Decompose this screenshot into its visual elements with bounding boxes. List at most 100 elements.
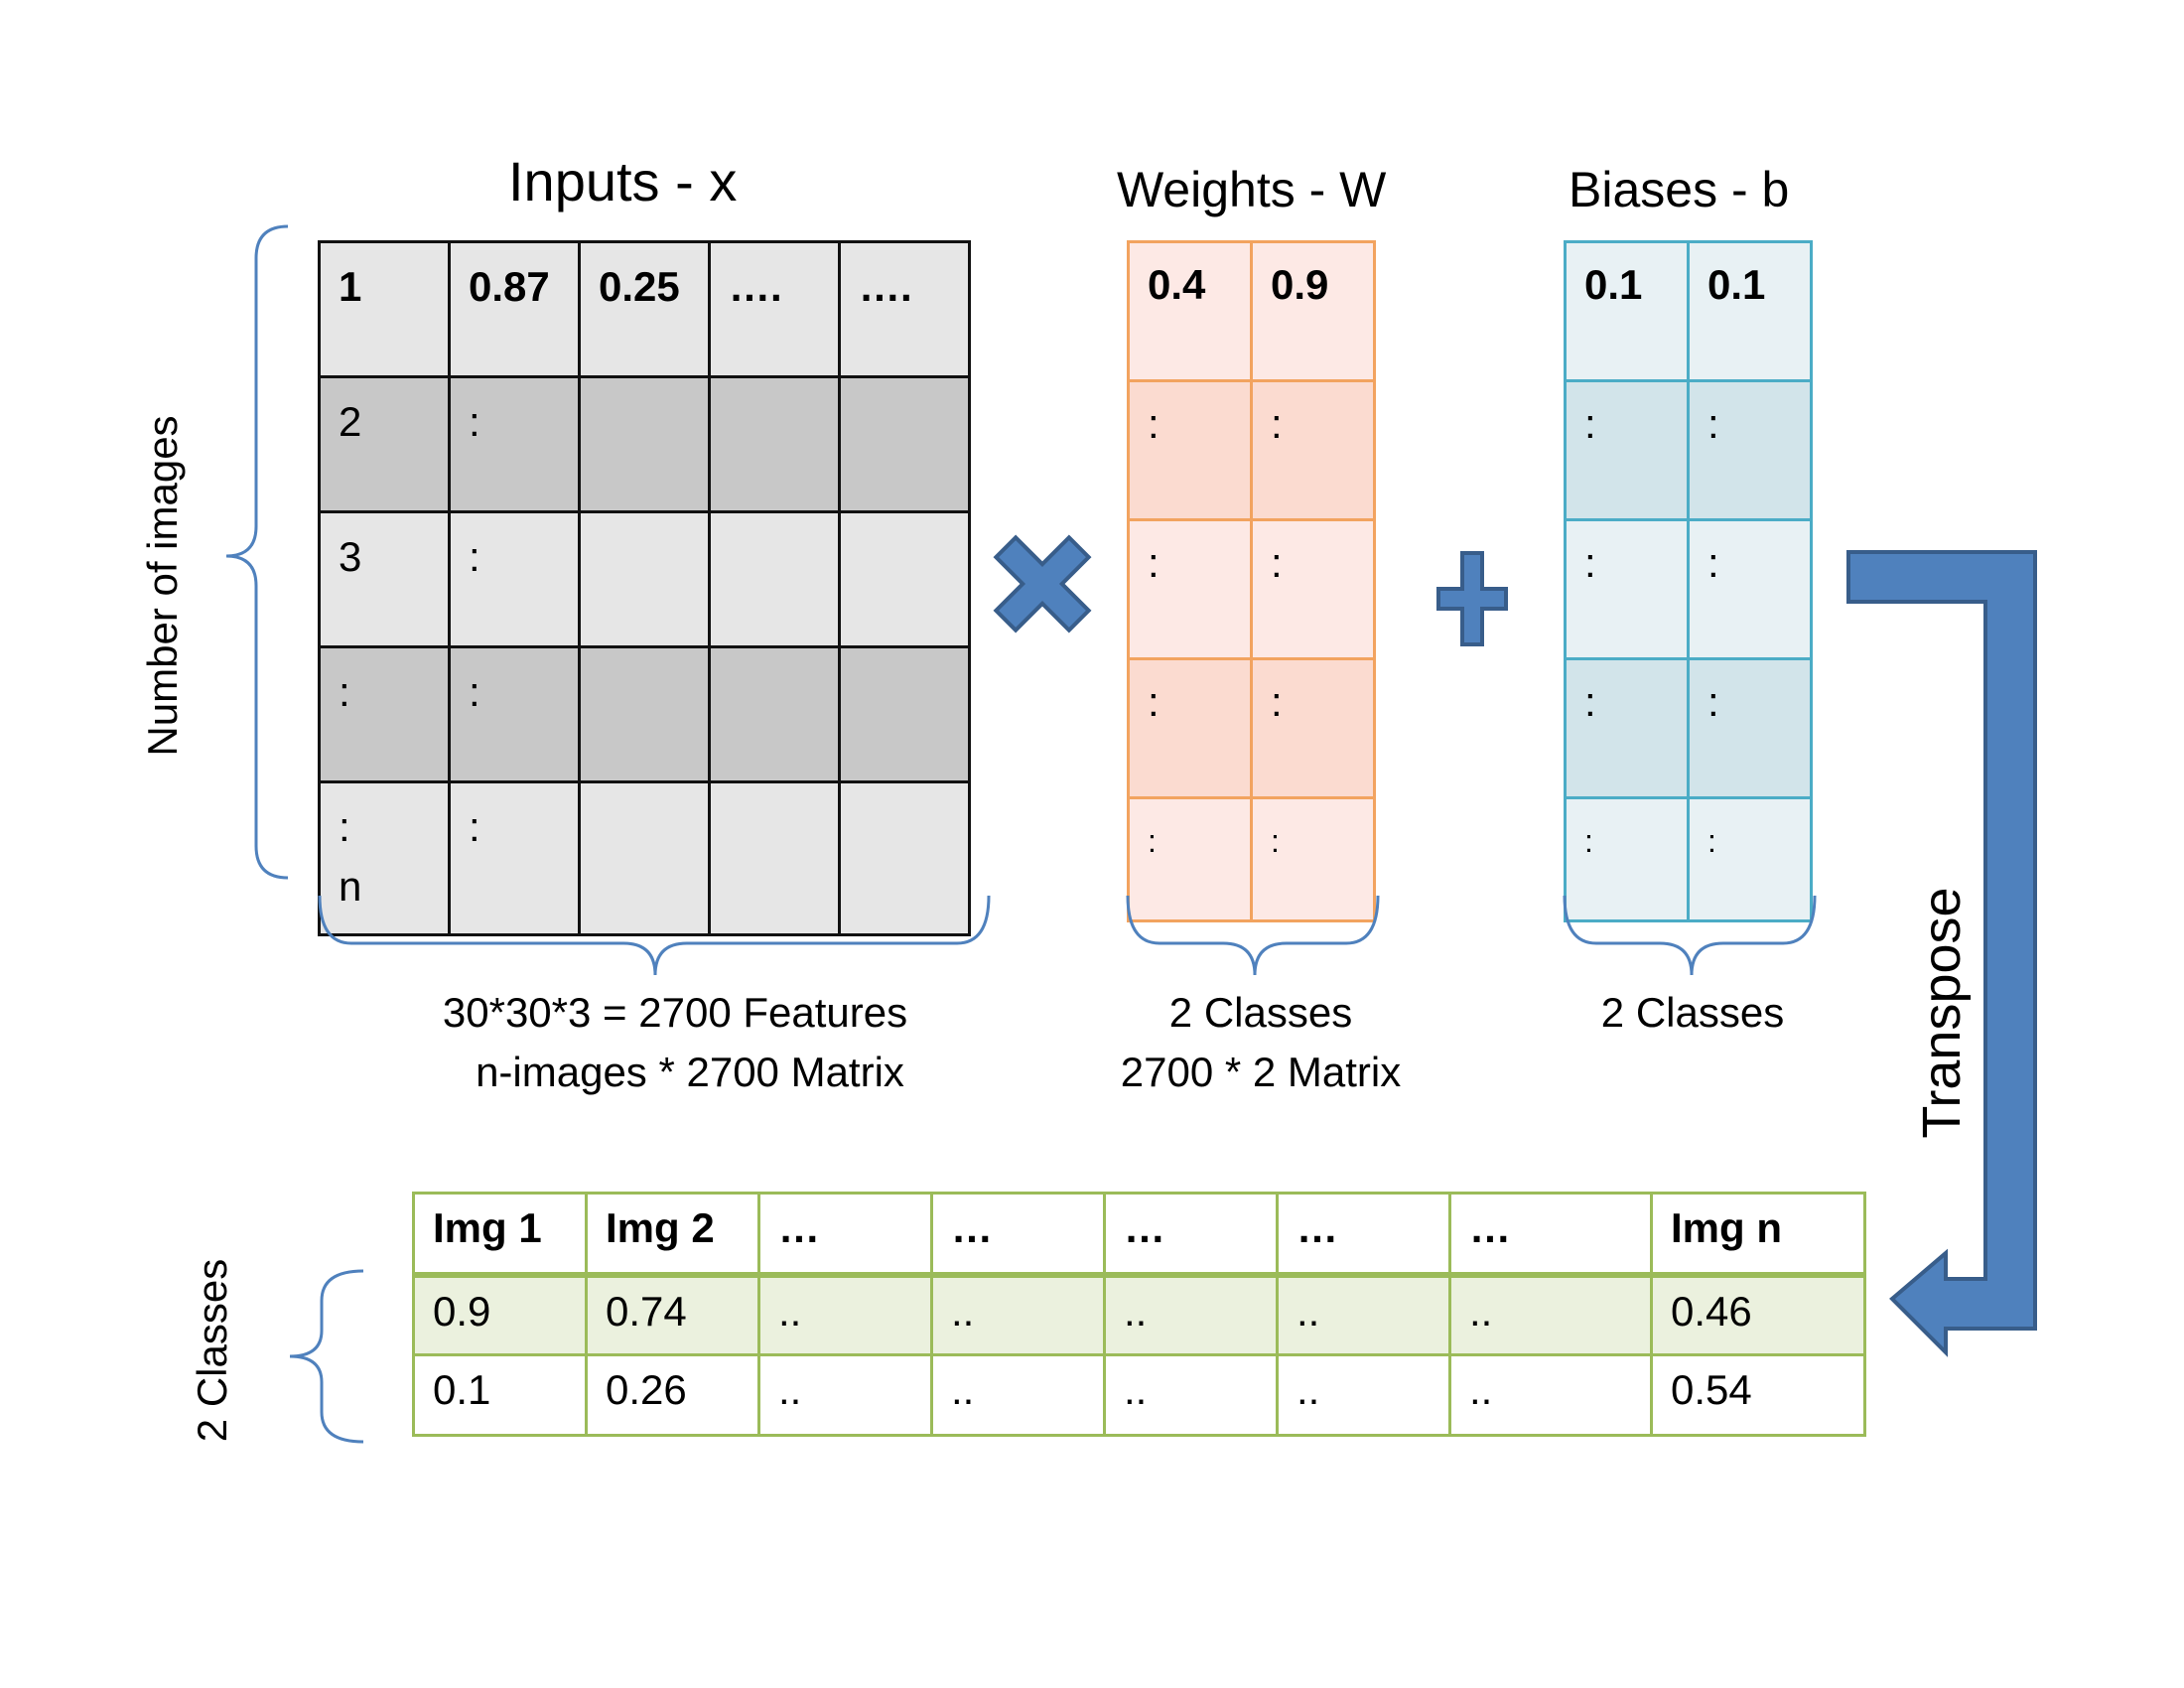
- weights-caption-line1: 2 Classes: [1168, 989, 1353, 1036]
- output-cell: 0.54: [1650, 1353, 1866, 1437]
- weights-cols-brace: [1126, 895, 1380, 976]
- inputs-cell: ….: [708, 240, 841, 378]
- output-rows-brace: [289, 1269, 364, 1444]
- inputs-cell: 2: [318, 375, 451, 513]
- output-cell: ..: [1103, 1353, 1279, 1437]
- inputs-cell: [838, 375, 971, 513]
- output-cell: ..: [1103, 1273, 1279, 1356]
- output-matrix: Img 1 Img 2…………… Img n 0.9 0.74.......... 0.4…: [412, 1192, 1866, 1437]
- inputs-row-1: 1 0.87 0.25….….: [318, 240, 971, 378]
- bent-arrow-icon: [1846, 550, 2037, 1357]
- weights-cell: 0.4: [1127, 240, 1253, 382]
- inputs-cell: [578, 780, 711, 936]
- output-cell: ..: [757, 1273, 933, 1356]
- weights-caption: 2 Classes 2700 * 2 Matrix: [1062, 983, 1459, 1102]
- inputs-cols-brace: [318, 895, 991, 976]
- inputs-caption-line1: 30*30*3 = 2700 Features: [442, 989, 908, 1036]
- output-cell: 0.9: [412, 1273, 588, 1356]
- biases-cell: :: [1687, 796, 1813, 922]
- inputs-cell: :: [448, 645, 581, 783]
- biases-cell: :: [1687, 657, 1813, 799]
- output-cell: ..: [757, 1353, 933, 1437]
- output-header-cell: …: [1276, 1192, 1451, 1278]
- output-cell: ..: [1448, 1273, 1653, 1356]
- inputs-matrix: 1 0.87 0.25….…. 2:3:::: n:: [318, 240, 971, 936]
- output-header-cell: …: [930, 1192, 1106, 1278]
- output-header-row: Img 1 Img 2…………… Img n: [412, 1192, 1866, 1278]
- weights-row-5: ::: [1127, 796, 1376, 922]
- biases-cell: :: [1687, 379, 1813, 521]
- weights-row-3: ::: [1127, 518, 1376, 660]
- weights-cell: :: [1250, 518, 1376, 660]
- output-cell: 0.74: [585, 1273, 760, 1356]
- output-cell: ..: [1448, 1353, 1653, 1437]
- plus-icon: [1436, 551, 1508, 646]
- output-header-cell: …: [1103, 1192, 1279, 1278]
- output-cell: ..: [930, 1273, 1106, 1356]
- inputs-cell: [838, 645, 971, 783]
- inputs-caption: 30*30*3 = 2700 Features n-images * 2700 …: [357, 983, 993, 1102]
- inputs-row-2: 2:: [318, 375, 971, 513]
- biases-matrix: 0.1 0.1::::::::: [1564, 240, 1813, 922]
- inputs-cell: :: [318, 645, 451, 783]
- biases-cell: 0.1: [1564, 240, 1690, 382]
- output-cell: 0.46: [1650, 1273, 1866, 1356]
- inputs-cell: [838, 780, 971, 936]
- output-cell: ..: [1276, 1353, 1451, 1437]
- inputs-cell: [708, 645, 841, 783]
- output-cell: 0.26: [585, 1353, 760, 1437]
- weights-caption-line2: 2700 * 2 Matrix: [1120, 1049, 1402, 1095]
- inputs-cell: 0.87: [448, 240, 581, 378]
- biases-row-2: ::: [1564, 379, 1813, 521]
- inputs-title: Inputs - x: [508, 150, 738, 212]
- inputs-cell: :: [448, 375, 581, 513]
- biases-cell: :: [1564, 657, 1690, 799]
- output-header-cell: Img 2: [585, 1192, 760, 1278]
- output-cell: ..: [1276, 1273, 1451, 1356]
- biases-cell: 0.1: [1687, 240, 1813, 382]
- biases-cell: :: [1564, 518, 1690, 660]
- inputs-cell: [708, 780, 841, 936]
- inputs-cell: [708, 510, 841, 648]
- biases-title: Biases - b: [1569, 162, 1790, 217]
- inputs-cell: [578, 375, 711, 513]
- inputs-cell: [578, 645, 711, 783]
- inputs-cell: :: [448, 510, 581, 648]
- biases-cols-brace: [1563, 895, 1817, 976]
- inputs-row-4: ::: [318, 645, 971, 783]
- weights-cell: :: [1250, 657, 1376, 799]
- inputs-cell: 1: [318, 240, 451, 378]
- output-header-cell: …: [757, 1192, 933, 1278]
- biases-caption-line1: 2 Classes: [1600, 989, 1785, 1036]
- inputs-rows-brace: [225, 224, 289, 880]
- inputs-cell: 3: [318, 510, 451, 648]
- inputs-cell: [708, 375, 841, 513]
- weights-matrix: 0.4 0.9::::::::: [1127, 240, 1376, 922]
- biases-row-5: ::: [1564, 796, 1813, 922]
- biases-row-1: 0.1 0.1: [1564, 240, 1813, 382]
- output-cell: 0.1: [412, 1353, 588, 1437]
- inputs-cell: [838, 510, 971, 648]
- biases-cell: :: [1564, 379, 1690, 521]
- biases-cell: :: [1564, 796, 1690, 922]
- weights-title: Weights - W: [1117, 162, 1387, 217]
- inputs-cell: : n: [318, 780, 451, 936]
- weights-cell: :: [1127, 657, 1253, 799]
- biases-cell: :: [1687, 518, 1813, 660]
- biases-caption: 2 Classes: [1534, 983, 1851, 1043]
- inputs-cell: ….: [838, 240, 971, 378]
- output-row-1: 0.9 0.74.......... 0.46: [412, 1273, 1866, 1356]
- output-cell: ..: [930, 1353, 1106, 1437]
- weights-cell: :: [1127, 518, 1253, 660]
- weights-cell: :: [1127, 796, 1253, 922]
- output-header-cell: …: [1448, 1192, 1653, 1278]
- output-header-cell: Img 1: [412, 1192, 588, 1278]
- biases-row-3: ::: [1564, 518, 1813, 660]
- inputs-row-3: 3:: [318, 510, 971, 648]
- weights-cell: 0.9: [1250, 240, 1376, 382]
- output-row-2: 0.1 0.26.......... 0.54: [412, 1353, 1866, 1437]
- inputs-cell: [578, 510, 711, 648]
- multiply-icon: [993, 534, 1092, 633]
